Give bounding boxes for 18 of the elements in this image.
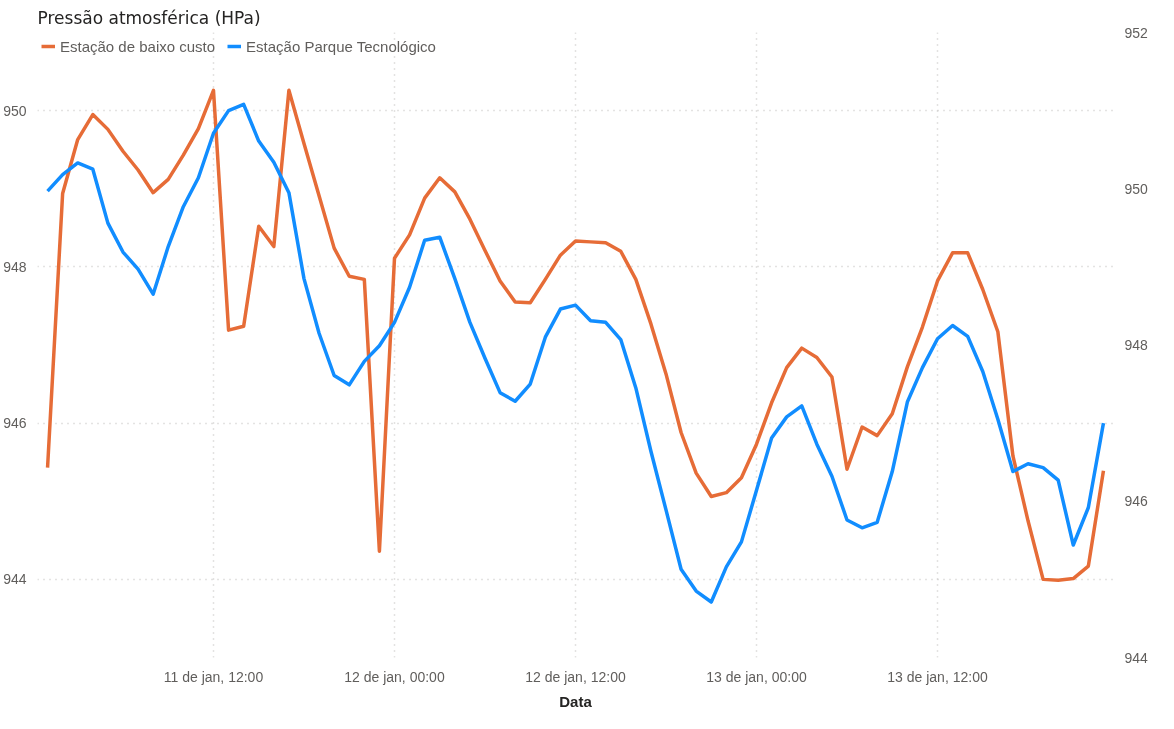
y-tick-label: 948	[3, 258, 27, 275]
y-tick-label: 950	[3, 102, 27, 119]
legend-label: Estação Parque Tecnológico	[246, 37, 436, 55]
x-axis-title: Data	[559, 692, 593, 710]
legend-label: Estação de baixo custo	[60, 37, 216, 55]
y2-tick-label: 944	[1124, 649, 1149, 666]
x-tick-label: 12 de jan, 12:00	[525, 668, 626, 685]
x-tick-label: 13 de jan, 00:00	[706, 668, 807, 685]
x-tick-label: 12 de jan, 00:00	[344, 668, 445, 685]
chart-title: Pressão atmosférica (HPa)	[37, 7, 261, 28]
y2-tick-label: 948	[1124, 337, 1149, 353]
x-tick-label: 11 de jan, 12:00	[163, 668, 264, 685]
y2-tick-label: 946	[1124, 493, 1149, 510]
x-tick-label: 13 de jan, 12:00	[887, 668, 988, 685]
y-tick-label: 944	[3, 571, 27, 588]
y-tick-label: 946	[3, 415, 27, 432]
y2-tick-label: 950	[1124, 180, 1149, 197]
y2-tick-label: 952	[1124, 24, 1149, 41]
